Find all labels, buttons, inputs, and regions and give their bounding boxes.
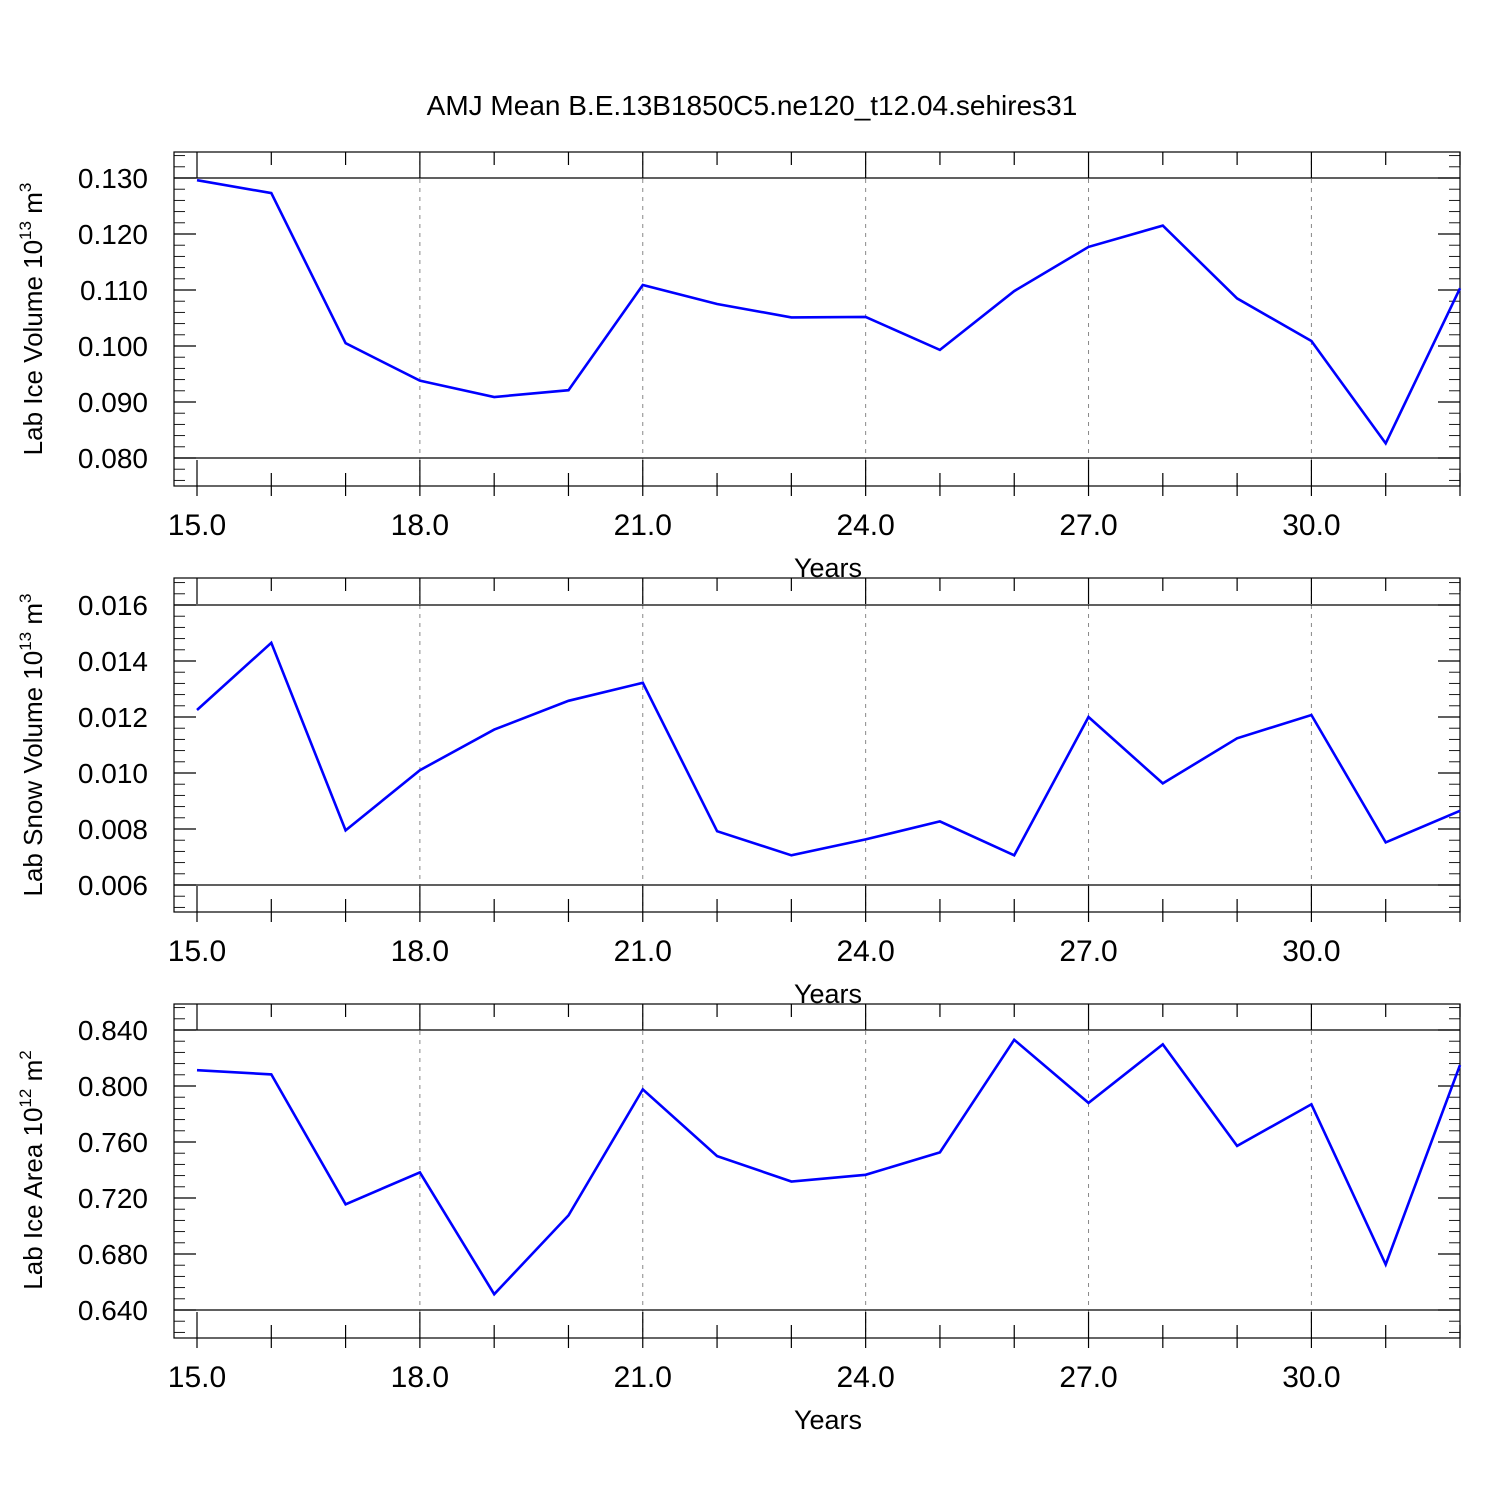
y-tick-label: 0.840	[78, 1015, 148, 1046]
y-axis-label-superscript: 3	[16, 183, 35, 192]
x-tick-label: 21.0	[614, 509, 672, 542]
x-tick-label: 15.0	[168, 935, 226, 968]
y-axis-label: Lab Snow Volume 1013 m3	[16, 593, 48, 896]
series-line	[196, 1037, 1462, 1297]
x-tick-label: 30.0	[1282, 935, 1340, 968]
figure-title: AMJ Mean B.E.13B1850C5.ne120_t12.04.sehi…	[427, 90, 1078, 121]
x-tick-label: 30.0	[1282, 509, 1340, 542]
y-tick-label: 0.080	[78, 443, 148, 474]
y-axis-label: Lab Ice Area 1012 m2	[16, 1050, 48, 1289]
y-tick-label: 0.090	[78, 387, 148, 418]
y-axis-label-superscript: 12	[16, 1089, 35, 1108]
x-tick-label: 15.0	[168, 509, 226, 542]
x-tick-label: 24.0	[836, 509, 894, 542]
y-tick-label: 0.110	[80, 275, 148, 306]
y-axis-label-part: m	[18, 192, 48, 221]
y-tick-label: 0.720	[78, 1183, 148, 1214]
y-tick-label: 0.680	[78, 1239, 148, 1270]
y-axis-label-part: Lab Snow Volume 10	[18, 651, 48, 897]
y-tick-label: 0.130	[78, 163, 148, 194]
y-tick-label: 0.006	[78, 870, 148, 901]
panel-2: 0.006 0.008 0.010 0.012 0.014 0.016 15.0 18.0 21…	[16, 577, 1461, 1009]
y-tick-label: 0.010	[78, 758, 148, 789]
x-tick-label: 27.0	[1059, 1361, 1117, 1394]
x-tick-label: 18.0	[391, 1361, 449, 1394]
y-tick-label: 0.760	[78, 1127, 148, 1158]
series-line	[196, 640, 1461, 857]
y-tick-label: 0.014	[78, 646, 148, 677]
x-tick-label: 21.0	[614, 935, 672, 968]
x-tick-label: 24.0	[836, 1361, 894, 1394]
y-axis-label-part: Lab Ice Volume 10	[18, 240, 48, 455]
y-axis-label-part: m	[18, 603, 48, 632]
y-axis-label-superscript: 13	[16, 632, 35, 651]
x-tick-label: 15.0	[168, 1361, 226, 1394]
y-tick-label: 0.016	[78, 590, 148, 621]
plot-frame	[173, 151, 1461, 487]
y-axis-label-superscript: 3	[16, 593, 35, 602]
y-axis-label-superscript: 13	[16, 221, 35, 240]
x-tick-label: 27.0	[1059, 509, 1117, 542]
y-axis-label-superscript: 2	[16, 1050, 35, 1059]
y-axis-label-part: m	[18, 1060, 48, 1089]
x-tick-label: 24.0	[836, 935, 894, 968]
plot-frame	[173, 577, 1461, 913]
y-tick-label: 0.008	[78, 814, 148, 845]
y-axis-label-part: Lab Ice Area 10	[18, 1108, 48, 1290]
series-line	[196, 178, 1462, 446]
panel-1: 0.080 0.090 0.100 0.110 0.120 0.130 15.0 18.0 21…	[16, 151, 1462, 583]
x-tick-label: 30.0	[1282, 1361, 1340, 1394]
y-axis-label: Lab Ice Volume 1013 m3	[16, 183, 48, 456]
y-tick-label: 0.120	[78, 219, 148, 250]
y-tick-label: 0.012	[78, 702, 148, 733]
y-tick-label: 0.100	[78, 331, 148, 362]
x-axis-label: Years	[794, 1405, 862, 1435]
y-tick-label: 0.800	[78, 1071, 148, 1102]
plot-frame	[173, 1003, 1461, 1339]
x-tick-label: 18.0	[391, 935, 449, 968]
x-tick-label: 21.0	[614, 1361, 672, 1394]
x-tick-label: 18.0	[391, 509, 449, 542]
y-tick-label: 0.640	[78, 1295, 148, 1326]
x-tick-label: 27.0	[1059, 935, 1117, 968]
